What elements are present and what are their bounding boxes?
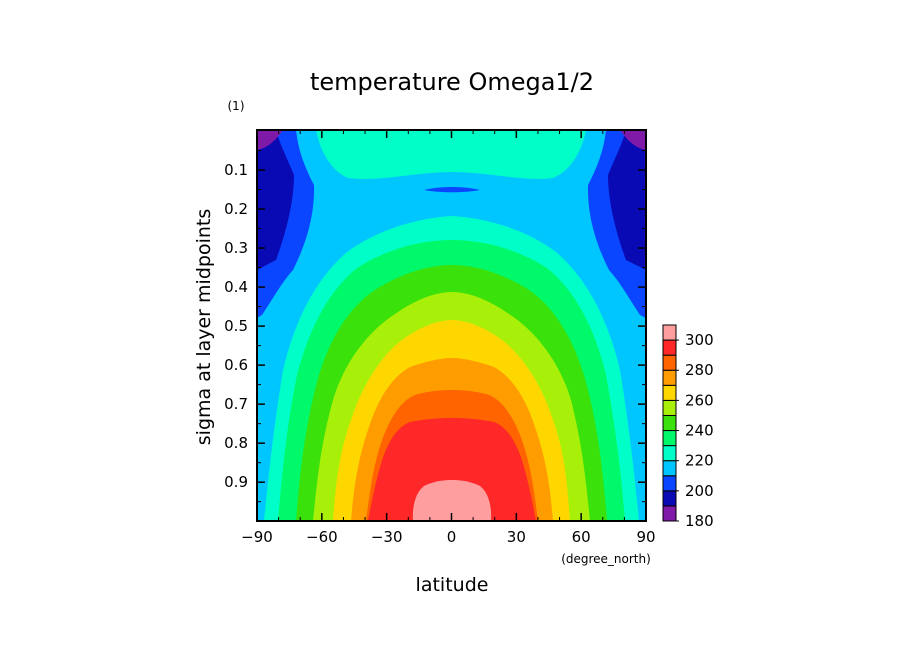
x-tick-label: 90 (636, 528, 655, 546)
y-tick-label: 0.3 (224, 239, 248, 257)
x-units-label: (degree_north) (561, 552, 651, 566)
y-tick-label: 0.5 (224, 317, 248, 335)
y-tick-label: 0.4 (224, 278, 248, 296)
colorbar-label: 300 (685, 331, 714, 349)
y-tick-label: 0.1 (224, 161, 248, 179)
colorbar-swatch (663, 325, 676, 340)
y-tick-label: 0.8 (224, 434, 248, 452)
x-tick-label: 0 (447, 528, 457, 546)
colorbar: 180 200 220 240 260 280 300 (663, 325, 714, 530)
colorbar-label: 220 (685, 452, 714, 470)
colorbar-swatch (663, 385, 676, 400)
colorbar-swatch (663, 461, 676, 476)
colorbar-swatch (663, 431, 676, 446)
x-tick-label: −90 (241, 528, 273, 546)
colorbar-swatch (663, 340, 676, 355)
chart-title: temperature Omega1/2 (310, 68, 594, 96)
colorbar-label: 180 (685, 512, 714, 530)
colorbar-label: 260 (685, 391, 714, 409)
colorbar-swatch (663, 400, 676, 415)
colorbar-label: 240 (685, 422, 714, 440)
y-units-label: (1) (228, 99, 245, 113)
colorbar-swatch (663, 491, 676, 506)
x-axis-label: latitude (416, 574, 489, 596)
x-tick-label: 30 (507, 528, 526, 546)
x-tick-label: 60 (572, 528, 591, 546)
colorbar-label: 200 (685, 482, 714, 500)
colorbar-label: 280 (685, 361, 714, 379)
y-tick-label: 0.9 (224, 473, 248, 491)
y-tick-label: 0.6 (224, 356, 248, 374)
colorbar-swatch (663, 415, 676, 430)
colorbar-swatch (663, 355, 676, 370)
colorbar-swatch (663, 370, 676, 385)
x-tick-label: −60 (306, 528, 338, 546)
x-tick-label: −30 (371, 528, 403, 546)
y-axis-label: sigma at layer midpoints (193, 209, 215, 445)
colorbar-swatch (663, 446, 676, 461)
y-tick-label: 0.2 (224, 200, 248, 218)
colorbar-swatch (663, 476, 676, 491)
y-tick-label: 0.7 (224, 395, 248, 413)
colorbar-swatch (663, 506, 676, 521)
contour-fill-area (257, 130, 646, 521)
